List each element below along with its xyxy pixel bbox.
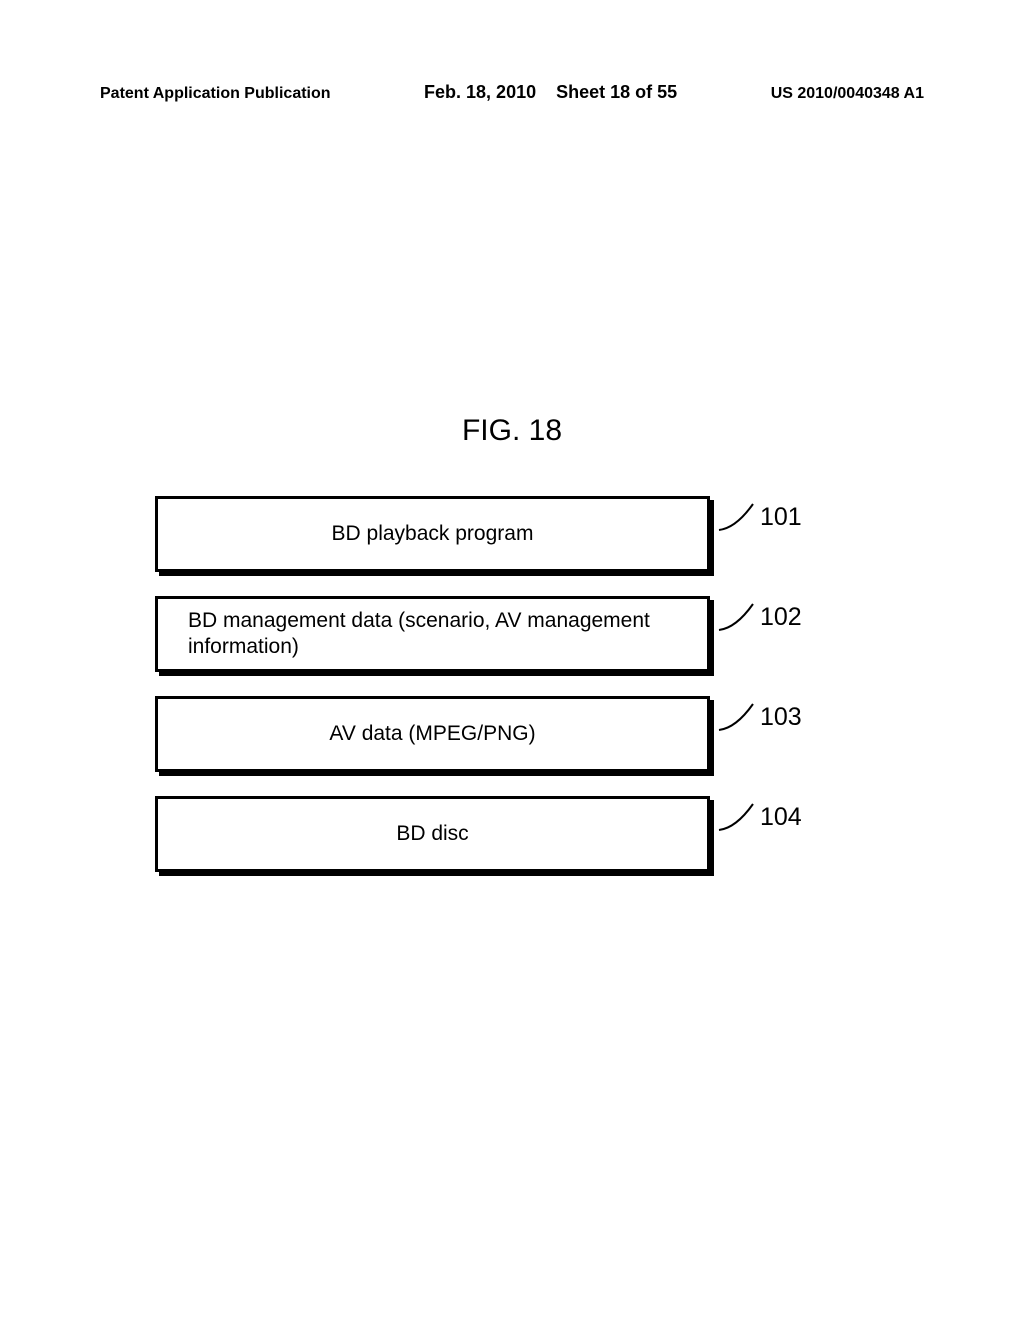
header-middle: Feb. 18, 2010 Sheet 18 of 55: [424, 82, 677, 103]
reference-callout: 104: [718, 802, 802, 832]
callout-arc-icon: [718, 802, 754, 832]
layer-box: AV data (MPEG/PNG): [155, 696, 710, 772]
sheet-number: Sheet 18 of 55: [556, 82, 677, 102]
reference-number: 102: [760, 603, 802, 632]
callout-arc-icon: [718, 702, 754, 732]
layer-label: BD management data (scenario, AV managem…: [188, 608, 677, 661]
publication-type: Patent Application Publication: [100, 85, 331, 103]
reference-number: 101: [760, 503, 802, 532]
layer-label: BD playback program: [332, 521, 534, 547]
reference-callout: 103: [718, 702, 802, 732]
layer-label: BD disc: [396, 821, 468, 847]
layer-box: BD playback program: [155, 496, 710, 572]
publication-date: Feb. 18, 2010: [424, 82, 536, 102]
callout-arc-icon: [718, 602, 754, 632]
reference-callout: 101: [718, 502, 802, 532]
reference-number: 104: [760, 803, 802, 832]
reference-number: 103: [760, 703, 802, 732]
layer-box: BD management data (scenario, AV managem…: [155, 596, 710, 672]
page-header: Patent Application Publication Feb. 18, …: [0, 82, 1024, 103]
figure-title: FIG. 18: [0, 414, 1024, 448]
reference-callout: 102: [718, 602, 802, 632]
callout-arc-icon: [718, 502, 754, 532]
publication-number: US 2010/0040348 A1: [771, 85, 924, 103]
layer-label: AV data (MPEG/PNG): [329, 721, 535, 747]
layer-stack: BD playback program 101 BD management data…: [155, 496, 815, 882]
layer-box: BD disc: [155, 796, 710, 872]
